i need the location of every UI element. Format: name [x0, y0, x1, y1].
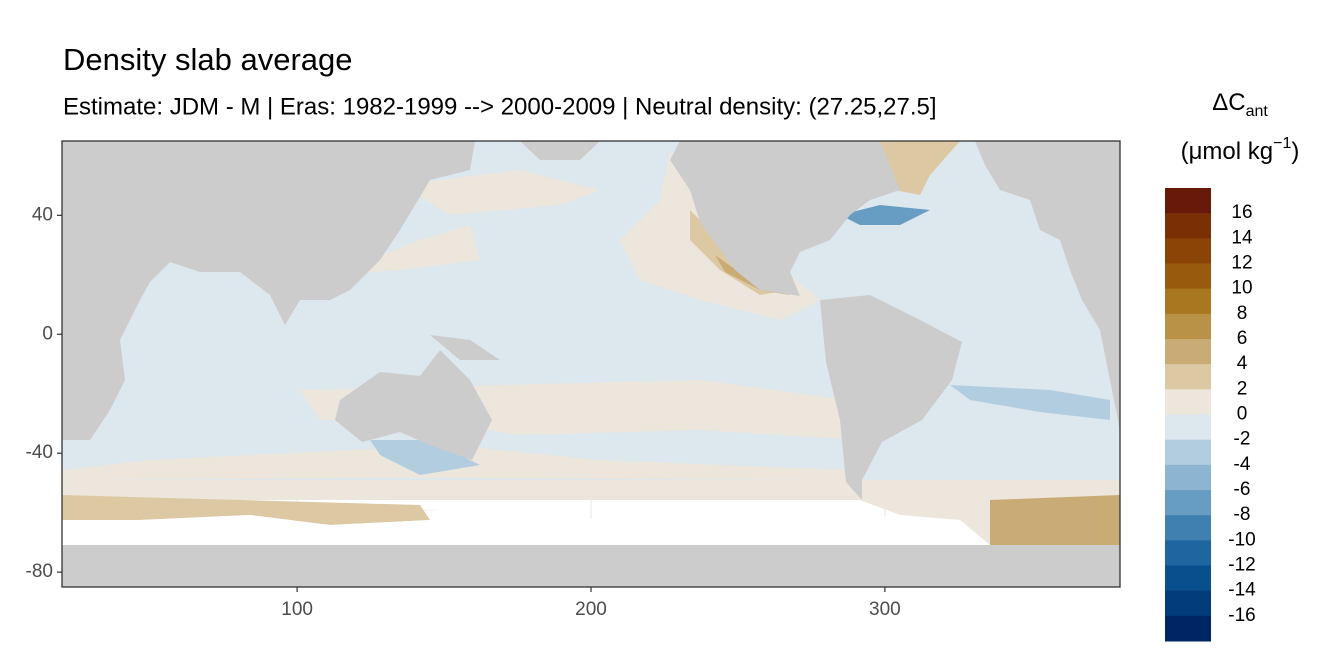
legend-label: -10: [1228, 529, 1255, 550]
legend-swatch: [1165, 439, 1211, 466]
legend-swatch: [1165, 590, 1211, 617]
legend-label: -2: [1234, 429, 1251, 450]
field-patch: [880, 141, 960, 195]
legend-swatch: [1165, 263, 1211, 290]
x-tick-label: 300: [869, 599, 901, 620]
legend-title-sub: ant: [1246, 103, 1269, 120]
legend-title-main: ΔC: [1212, 89, 1245, 116]
legend-unit-end: ): [1291, 138, 1299, 165]
land: [62, 141, 1120, 587]
legend-swatch: [1165, 364, 1211, 390]
field-patch: [400, 170, 600, 215]
y-tick-label: -40: [26, 442, 53, 463]
legend-label: 16: [1231, 202, 1252, 223]
land: [430, 335, 500, 360]
legend-swatch: [1165, 540, 1211, 566]
legend-label: 2: [1237, 378, 1248, 399]
legend-label: 6: [1237, 328, 1248, 349]
legend-swatch: [1165, 213, 1211, 239]
field-band: [62, 495, 430, 540]
legend-unit: (μmol kg−1): [1181, 135, 1300, 165]
legend: 16 14 12 10 8 6 4 2 0 -2 -4 -6 -8 -10 -12 -14 -16: [1165, 188, 1256, 642]
field-patch: [370, 440, 480, 475]
land: [820, 295, 962, 500]
land: [1060, 240, 1120, 430]
legend-label: 14: [1231, 227, 1253, 248]
y-tick-label: -80: [26, 561, 53, 582]
legend-label: -16: [1228, 605, 1255, 626]
legend-swatch: [1165, 414, 1211, 441]
y-tick-label: 0: [42, 323, 53, 344]
legend-unit-sup: −1: [1273, 135, 1291, 152]
legend-swatch: [1165, 238, 1211, 264]
field-patch: [840, 205, 930, 225]
x-tick-label: 200: [575, 599, 607, 620]
legend-swatch: [1165, 565, 1211, 592]
legend-unit-main: (μmol kg: [1181, 138, 1274, 165]
legend-swatch: [1165, 515, 1211, 541]
legend-label: 4: [1237, 353, 1248, 374]
land: [520, 141, 600, 160]
x-tick-label: 100: [281, 599, 313, 620]
legend-label: 10: [1231, 278, 1252, 299]
legend-label: -12: [1228, 555, 1255, 576]
chart-title: Density slab average: [63, 42, 353, 77]
chart-subtitle: Estimate: JDM - M | Eras: 1982-1999 --> …: [63, 93, 937, 120]
field-patch: [990, 495, 1120, 545]
legend-swatch: [1165, 464, 1211, 491]
legend-title: ΔCant: [1212, 89, 1268, 120]
land: [62, 141, 475, 440]
land: [62, 545, 1120, 587]
land: [975, 141, 1120, 240]
legend-swatch: [1165, 288, 1211, 315]
legend-swatch: [1165, 188, 1211, 214]
legend-label: 12: [1231, 253, 1252, 274]
legend-swatch: [1165, 615, 1211, 642]
no-data: [62, 515, 980, 545]
land: [335, 350, 492, 460]
legend-label: 0: [1237, 404, 1248, 425]
legend-label: -8: [1234, 504, 1251, 525]
land: [670, 141, 900, 296]
field-patch: [950, 385, 1110, 420]
legend-swatch: [1165, 313, 1211, 340]
legend-label: -4: [1234, 454, 1251, 475]
legend-label: 8: [1237, 303, 1248, 324]
legend-swatch: [1165, 389, 1211, 415]
legend-label: -14: [1228, 580, 1256, 601]
legend-swatch: [1165, 490, 1211, 516]
legend-swatch: [1165, 339, 1211, 365]
legend-label: -6: [1234, 479, 1251, 500]
y-tick-label: 40: [32, 204, 53, 225]
